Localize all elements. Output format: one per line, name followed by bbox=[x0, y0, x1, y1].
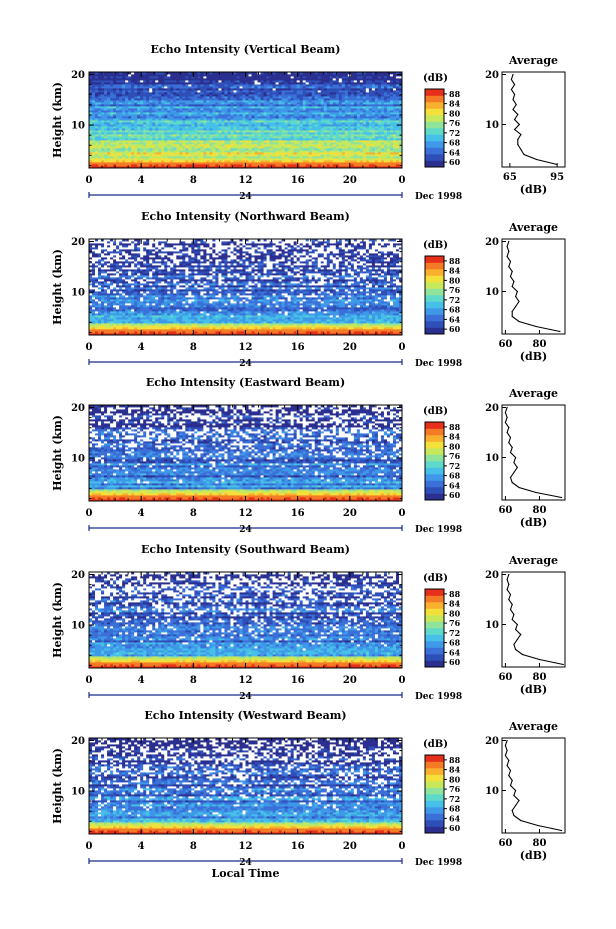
heatmap-cells bbox=[89, 72, 402, 168]
panel-title: Echo Intensity (Vertical Beam) bbox=[150, 43, 340, 56]
echo-intensity-figure: Echo Intensity (Vertical Beam)1020Height… bbox=[0, 0, 616, 929]
y-tick-label: 10 bbox=[71, 121, 85, 132]
panel-1: Echo Intensity (Vertical Beam)1020Height… bbox=[51, 43, 565, 202]
